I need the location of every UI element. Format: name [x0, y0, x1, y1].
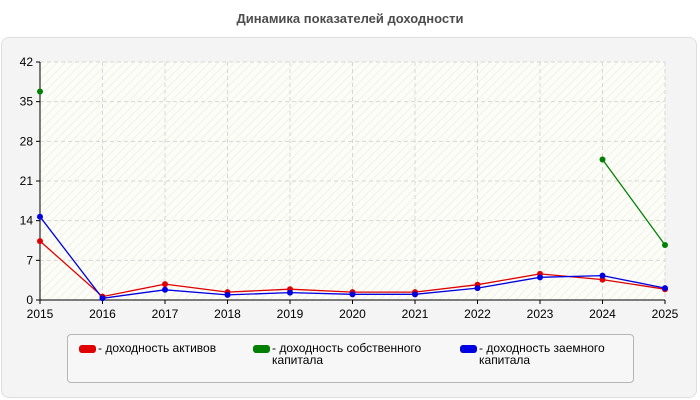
- y-tick-label: 14: [20, 214, 34, 228]
- y-tick-label: 7: [26, 253, 33, 267]
- legend-label-equity: - доходность собственного капитала: [272, 341, 422, 367]
- legend: - доходность активов - доходность собств…: [67, 334, 634, 383]
- x-tick-labels: 2015 2016 2017 2018 2019 2020 2021 2022 2023 2024…: [27, 307, 679, 321]
- x-tick-label: 2022: [464, 307, 491, 321]
- data-point-borrowed: [662, 285, 668, 292]
- y-tick-label: 42: [20, 55, 34, 69]
- data-point-borrowed: [599, 272, 606, 279]
- data-point-borrowed: [287, 289, 293, 296]
- data-point-assets: [162, 281, 168, 288]
- series-line-equity: [601, 159, 666, 246]
- x-tick-label: 2015: [27, 307, 54, 321]
- x-tick-label: 2021: [402, 307, 429, 321]
- legend-label-assets: - доходность активов: [98, 341, 217, 355]
- legend-swatch-assets: [79, 345, 96, 353]
- legend-item-borrowed: - доходность заемного капитала: [460, 342, 630, 366]
- x-tick-label: 2019: [277, 307, 304, 321]
- data-point-borrowed: [412, 291, 418, 298]
- data-point-borrowed: [37, 213, 43, 220]
- legend-item-assets: - доходность активов: [79, 342, 259, 354]
- chart-title: Динамика показателей доходности: [236, 11, 464, 26]
- axes: [36, 61, 666, 304]
- data-point-equity: [599, 156, 606, 163]
- x-tick-label: 2025: [652, 307, 679, 321]
- y-tick-labels: 0 7 14 21 28 35 42: [20, 55, 34, 307]
- gridlines: [40, 61, 666, 300]
- legend-swatch-borrowed: [460, 345, 477, 353]
- data-point-borrowed: [162, 286, 168, 293]
- y-tick-label: 35: [20, 95, 34, 109]
- x-tick-label: 2020: [339, 307, 366, 321]
- data-point-borrowed: [537, 274, 543, 281]
- data-point-borrowed: [474, 285, 481, 292]
- data-point-assets: [37, 238, 43, 245]
- data-point-equity: [37, 88, 43, 95]
- data-point-borrowed: [224, 291, 231, 298]
- legend-label-borrowed: - доходность заемного капитала: [479, 341, 605, 367]
- x-tick-label: 2016: [89, 307, 116, 321]
- legend-swatch-equity: [253, 345, 270, 353]
- series-points: [37, 88, 668, 302]
- x-tick-label: 2024: [589, 307, 616, 321]
- x-tick-label: 2023: [527, 307, 554, 321]
- data-point-equity: [662, 242, 668, 249]
- legend-item-equity: - доходность собственного капитала: [253, 342, 443, 366]
- data-point-borrowed: [99, 295, 106, 302]
- data-point-borrowed: [349, 291, 356, 298]
- y-tick-label: 28: [20, 134, 34, 148]
- y-tick-label: 0: [26, 293, 33, 307]
- y-tick-label: 21: [20, 174, 34, 188]
- x-tick-label: 2018: [214, 307, 241, 321]
- x-tick-label: 2017: [152, 307, 179, 321]
